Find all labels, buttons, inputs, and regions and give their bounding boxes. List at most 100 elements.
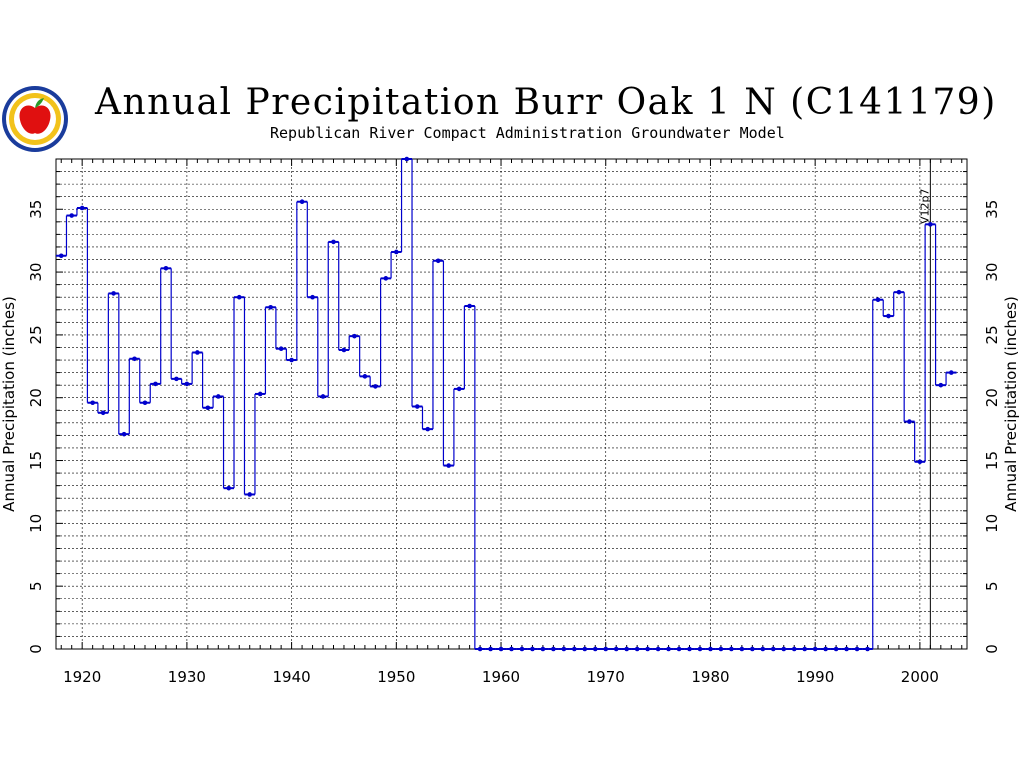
apple-seal-logo	[2, 86, 68, 152]
data-point	[687, 646, 692, 652]
data-point	[645, 646, 650, 652]
data-point	[205, 405, 211, 411]
data-point	[948, 370, 954, 375]
data-point	[331, 239, 336, 245]
data-point	[310, 294, 315, 300]
data-point	[592, 646, 598, 652]
data-point	[174, 376, 179, 382]
y-tick-label-left: 15	[27, 451, 45, 470]
data-point	[216, 394, 221, 399]
data-point	[938, 382, 944, 388]
data-point	[551, 646, 556, 652]
data-point	[153, 381, 158, 387]
data-point	[655, 646, 661, 652]
chart-title: Annual Precipitation Burr Oak 1 N (C1411…	[95, 82, 997, 123]
data-point	[278, 346, 284, 352]
data-point	[498, 646, 504, 652]
data-point	[729, 646, 734, 652]
x-tick-label: 1930	[168, 668, 206, 686]
data-point	[477, 646, 483, 652]
annotation-label: V12p7	[918, 188, 931, 224]
data-point	[791, 646, 797, 652]
data-point	[603, 646, 609, 652]
data-point	[425, 426, 431, 432]
data-point	[676, 646, 682, 652]
data-point	[750, 646, 755, 652]
data-point	[341, 347, 347, 353]
x-tick-label: 1990	[796, 668, 834, 686]
data-point	[886, 313, 891, 319]
y-tick-label-left: 0	[27, 644, 45, 654]
y-tick-label-right: 30	[983, 263, 1001, 282]
data-point	[875, 297, 881, 303]
data-point	[195, 350, 200, 355]
data-point	[100, 410, 106, 416]
data-point	[446, 463, 451, 468]
data-point	[90, 400, 95, 406]
data-point	[844, 646, 849, 652]
data-point	[907, 419, 912, 424]
data-point	[540, 646, 546, 652]
data-point	[69, 213, 75, 218]
y-tick-label-left: 10	[27, 514, 45, 533]
x-tick-label: 1970	[587, 668, 625, 686]
data-point	[613, 646, 619, 652]
data-point	[708, 646, 713, 652]
data-point	[373, 384, 378, 389]
data-point	[519, 646, 525, 652]
data-point	[236, 294, 242, 300]
y-axis-label-left: Annual Precipitation (inches)	[0, 296, 18, 512]
y-tick-label-left: 30	[27, 263, 45, 282]
data-point	[414, 404, 420, 409]
data-point	[509, 646, 514, 652]
data-point	[781, 646, 787, 652]
y-tick-label-right: 10	[983, 514, 1001, 533]
data-point	[823, 646, 828, 652]
data-point	[865, 646, 870, 652]
data-point	[404, 156, 410, 162]
y-tick-label-left: 5	[27, 581, 45, 591]
y-tick-label-right: 5	[983, 581, 1001, 591]
data-point	[247, 492, 253, 497]
x-tick-label: 1940	[273, 668, 311, 686]
data-point	[833, 646, 839, 652]
y-tick-label-left: 25	[27, 325, 45, 344]
x-tick-label: 1960	[482, 668, 520, 686]
data-point	[456, 386, 462, 392]
data-point	[812, 646, 818, 652]
data-point	[760, 646, 766, 652]
data-point	[320, 394, 326, 399]
series-precipitation	[56, 156, 957, 652]
data-point	[79, 205, 85, 211]
data-point	[111, 291, 116, 296]
data-point	[582, 646, 588, 652]
tick-labels: 1920 1930 1940 1950 1960 1970 1980 1990 2000 0 0 5 5…	[27, 200, 1001, 686]
data-point	[802, 646, 807, 652]
data-point	[257, 391, 263, 397]
y-tick-label-right: 25	[983, 325, 1001, 344]
data-point	[163, 266, 169, 271]
data-point	[435, 258, 441, 264]
x-tick-label: 1950	[377, 668, 415, 686]
data-point	[352, 333, 357, 339]
data-point	[142, 400, 148, 406]
data-point	[467, 303, 472, 309]
data-point	[561, 646, 567, 652]
data-point	[854, 646, 860, 652]
data-point	[383, 276, 389, 281]
data-point	[362, 374, 368, 379]
chart-subtitle: Republican River Compact Administration …	[270, 124, 785, 142]
data-point	[488, 646, 493, 652]
data-point	[917, 459, 923, 465]
x-tick-label: 1920	[63, 668, 101, 686]
data-point	[226, 485, 232, 491]
data-point	[634, 646, 640, 652]
plot-frame	[55, 158, 968, 650]
data-point	[58, 253, 64, 259]
y-tick-label-left: 35	[27, 200, 45, 219]
data-point	[718, 646, 724, 652]
annotation: V12p7	[918, 159, 931, 649]
data-point	[572, 646, 577, 652]
y-tick-label-right: 35	[983, 200, 1001, 219]
